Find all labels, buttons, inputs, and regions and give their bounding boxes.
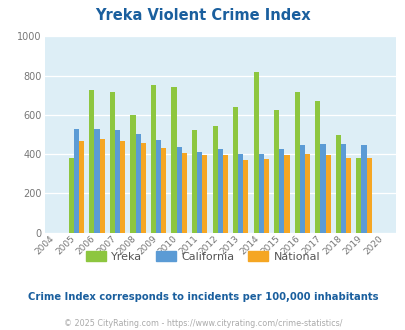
Bar (243, 160, 248, 233)
Bar (340, 144, 345, 233)
Bar (258, 154, 263, 233)
Bar (299, 145, 304, 233)
Bar (89, 90, 94, 233)
Bar (366, 158, 371, 233)
Bar (156, 140, 161, 233)
Bar (68, 158, 74, 233)
Bar (197, 152, 202, 233)
Bar (212, 126, 217, 233)
Bar (238, 153, 243, 233)
Bar (181, 153, 186, 233)
Bar (360, 145, 366, 233)
Bar (217, 149, 222, 233)
Bar (304, 154, 309, 233)
Bar (94, 129, 99, 233)
Bar (294, 92, 299, 233)
Text: © 2025 CityRating.com - https://www.cityrating.com/crime-statistics/: © 2025 CityRating.com - https://www.city… (64, 319, 341, 328)
Bar (192, 130, 197, 233)
Text: Yreka Violent Crime Index: Yreka Violent Crime Index (95, 8, 310, 23)
Bar (345, 158, 350, 233)
Bar (356, 158, 360, 233)
Bar (151, 85, 156, 233)
Bar (79, 141, 84, 233)
Bar (325, 155, 330, 233)
Bar (263, 159, 269, 233)
Bar (120, 141, 125, 233)
Bar (284, 155, 289, 233)
Bar (130, 115, 135, 233)
Bar (74, 129, 79, 233)
Bar (176, 147, 181, 233)
Bar (253, 72, 258, 233)
Bar (161, 148, 166, 233)
Bar (279, 149, 284, 233)
Bar (320, 144, 325, 233)
Bar (335, 135, 340, 233)
Bar (140, 143, 145, 233)
Bar (99, 139, 104, 233)
Bar (222, 155, 227, 233)
Bar (171, 87, 176, 233)
Bar (135, 135, 140, 233)
Bar (110, 92, 115, 233)
Bar (273, 110, 279, 233)
Bar (232, 107, 238, 233)
Bar (314, 101, 320, 233)
Legend: Yreka, California, National: Yreka, California, National (81, 247, 324, 267)
Bar (115, 130, 120, 233)
Text: Crime Index corresponds to incidents per 100,000 inhabitants: Crime Index corresponds to incidents per… (28, 292, 377, 302)
Bar (202, 155, 207, 233)
